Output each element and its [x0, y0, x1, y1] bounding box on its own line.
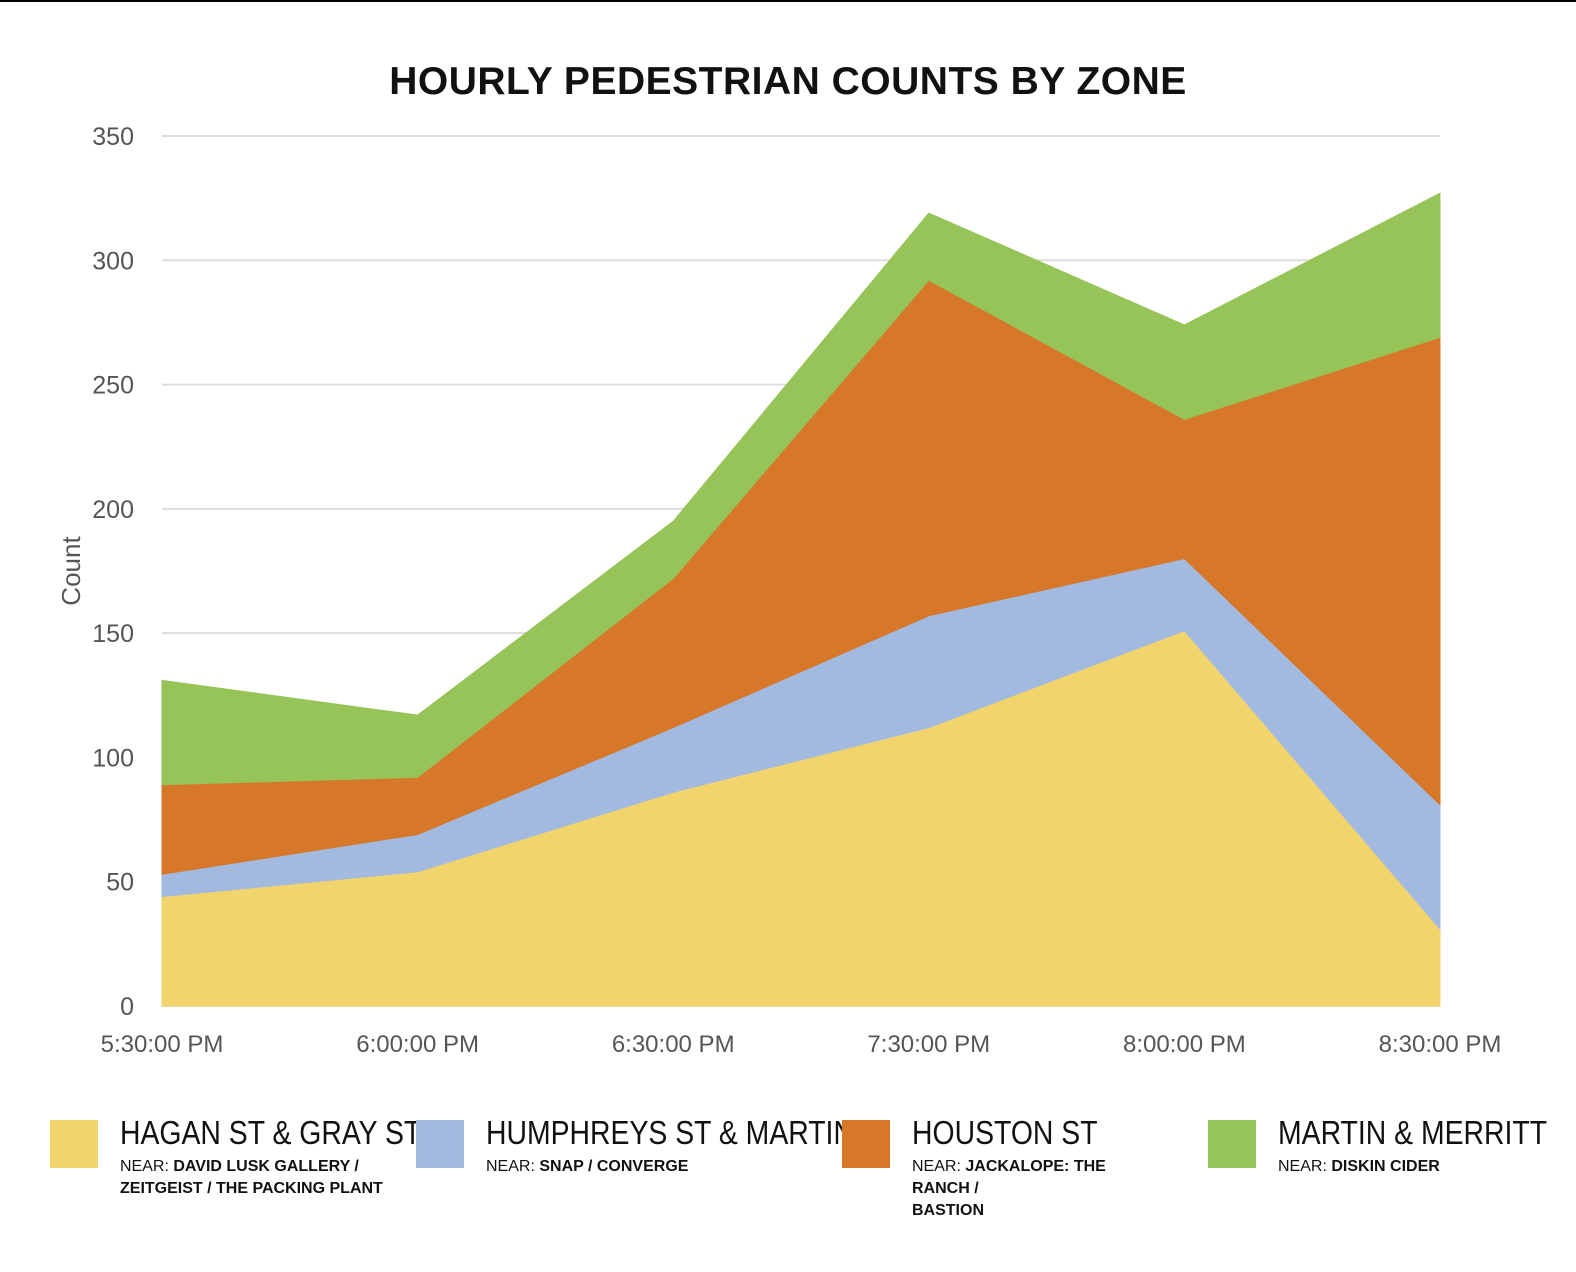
y-tick-label-350: 350	[92, 123, 134, 151]
chart-title: HOURLY PEDESTRIAN COUNTS BY ZONE	[389, 60, 1187, 103]
y-tick-label-250: 250	[92, 372, 134, 400]
top-border	[0, 0, 1576, 2]
legend-swatch-hagan-gray	[50, 1120, 98, 1168]
y-tick-label-100: 100	[92, 744, 134, 772]
legend-near-humphreys-martin: NEAR: SNAP / CONVERGE	[486, 1158, 689, 1175]
x-tick-label: 5:30:00 PM	[101, 1031, 224, 1058]
legend-label-hagan-gray: HAGAN ST & GRAY ST	[120, 1114, 422, 1151]
x-tick-label: 6:00:00 PM	[356, 1031, 479, 1058]
x-tick-label: 8:00:00 PM	[1123, 1031, 1246, 1058]
legend-near-hagan-gray: NEAR: DAVID LUSK GALLERY / ZEITGEIST / T…	[120, 1158, 383, 1197]
stacked-area-chart: 0 50 100 150 200 250 300 350 5:30:00 PM 6:00:00 P…	[56, 123, 1502, 1058]
y-tick-label-300: 300	[92, 247, 134, 275]
legend-label-martin-merritt: MARTIN & MERRITT	[1278, 1114, 1548, 1151]
y-tick-label-200: 200	[92, 496, 134, 524]
legend-label-humphreys-martin: HUMPHREYS ST & MARTIN	[486, 1114, 854, 1151]
legend-near-houston: NEAR: JACKALOPE: THE RANCH / BASTION	[912, 1158, 1106, 1219]
y-tick-label-0: 0	[120, 993, 134, 1021]
legend-near-martin-merritt: NEAR: DISKIN CIDER	[1278, 1158, 1440, 1175]
area-martin-merritt	[161, 192, 1441, 786]
y-axis-label: Count	[56, 536, 86, 606]
x-tick-label: 6:30:00 PM	[612, 1031, 735, 1058]
x-tick-label: 7:30:00 PM	[867, 1031, 990, 1058]
legend-swatch-houston	[842, 1120, 890, 1168]
legend-swatch-humphreys-martin	[416, 1120, 464, 1168]
x-tick-label: 8:30:00 PM	[1379, 1031, 1502, 1058]
legend-swatch-martin-merritt	[1208, 1120, 1256, 1168]
legend-label-houston: HOUSTON ST	[912, 1114, 1098, 1151]
y-tick-label-150: 150	[92, 620, 134, 648]
y-tick-label-50: 50	[106, 869, 134, 897]
legend: HAGAN ST & GRAY ST NEAR: DAVID LUSK GALL…	[50, 1112, 1550, 1222]
